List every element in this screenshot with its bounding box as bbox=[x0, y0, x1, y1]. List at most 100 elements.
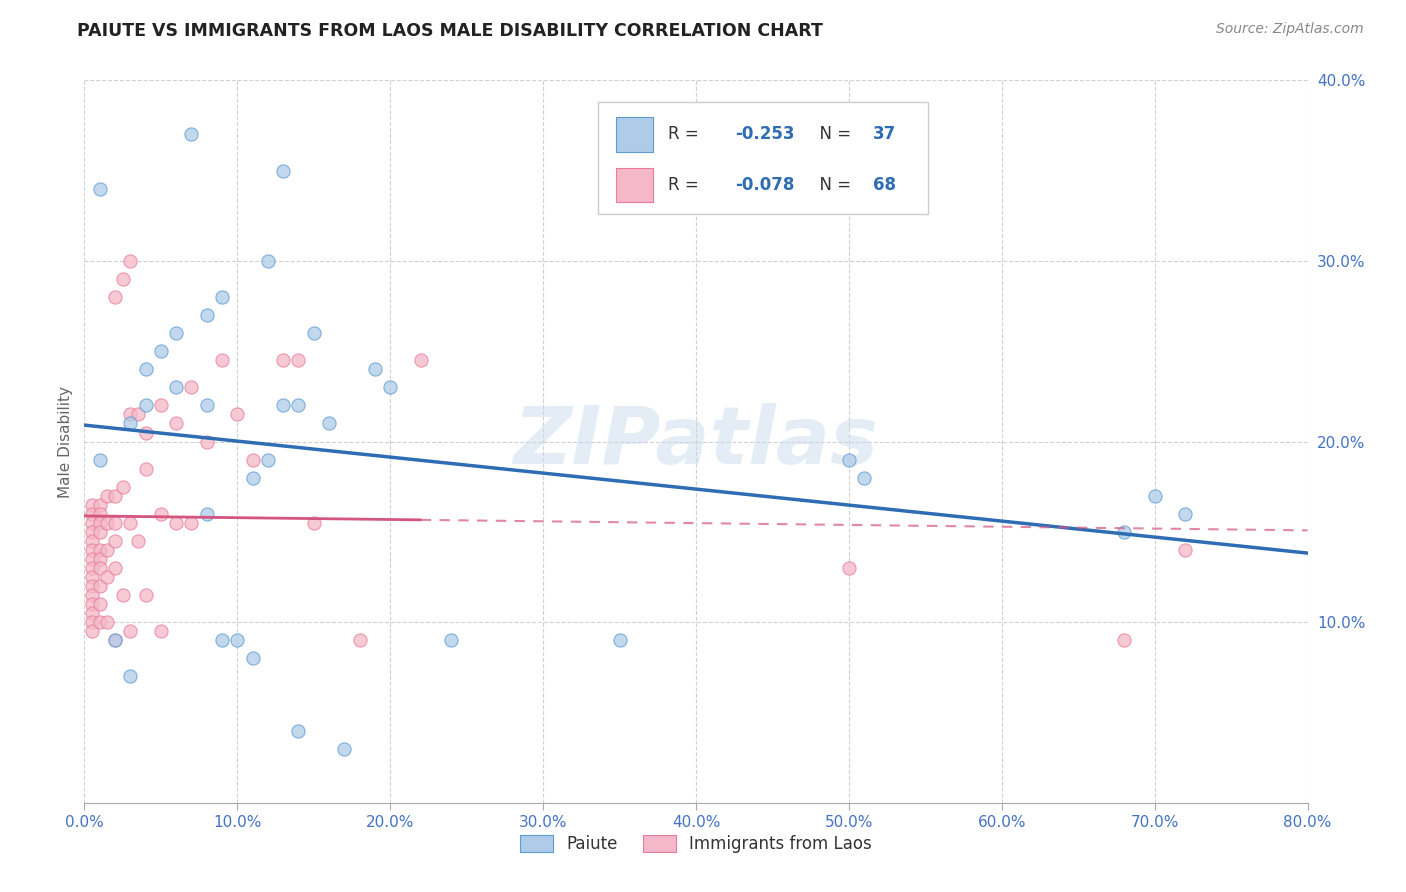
Point bbox=[287, 398, 309, 412]
Point bbox=[149, 344, 172, 359]
Point bbox=[211, 633, 233, 648]
Point bbox=[149, 507, 172, 521]
Point bbox=[853, 471, 876, 485]
Bar bbox=[598, 102, 928, 214]
Point bbox=[135, 398, 157, 412]
Point bbox=[135, 425, 157, 440]
Point bbox=[165, 417, 187, 431]
Point bbox=[271, 353, 294, 368]
Text: PAIUTE VS IMMIGRANTS FROM LAOS MALE DISABILITY CORRELATION CHART: PAIUTE VS IMMIGRANTS FROM LAOS MALE DISA… bbox=[77, 22, 823, 40]
Point bbox=[440, 633, 463, 648]
Legend: Paiute, Immigrants from Laos: Paiute, Immigrants from Laos bbox=[513, 828, 879, 860]
Point bbox=[120, 516, 142, 530]
Point bbox=[1174, 507, 1197, 521]
Point bbox=[96, 489, 118, 503]
Point bbox=[287, 723, 309, 738]
Text: 37: 37 bbox=[873, 126, 897, 144]
Point bbox=[180, 380, 202, 394]
Point bbox=[89, 552, 111, 566]
Point bbox=[1143, 489, 1166, 503]
Point bbox=[80, 542, 103, 557]
Point bbox=[180, 516, 202, 530]
Point bbox=[80, 570, 103, 584]
Point bbox=[89, 524, 111, 539]
Point bbox=[104, 290, 127, 304]
Point bbox=[120, 624, 142, 639]
Bar bbox=[616, 168, 654, 202]
Point bbox=[364, 362, 387, 376]
Text: 68: 68 bbox=[873, 176, 897, 194]
Point bbox=[96, 542, 118, 557]
Point bbox=[838, 561, 860, 575]
Point bbox=[80, 552, 103, 566]
Point bbox=[1114, 524, 1136, 539]
Point bbox=[89, 516, 111, 530]
Point bbox=[1114, 633, 1136, 648]
Bar bbox=[616, 117, 654, 152]
Point bbox=[104, 561, 127, 575]
Point bbox=[127, 533, 149, 548]
Point bbox=[149, 398, 172, 412]
Point bbox=[271, 398, 294, 412]
Text: R =: R = bbox=[668, 126, 704, 144]
Point bbox=[302, 516, 325, 530]
Point bbox=[80, 606, 103, 620]
Y-axis label: Male Disability: Male Disability bbox=[58, 385, 73, 498]
Point bbox=[165, 326, 187, 340]
Point bbox=[104, 633, 127, 648]
Point bbox=[195, 434, 218, 449]
Point bbox=[120, 417, 142, 431]
Point bbox=[96, 516, 118, 530]
Point bbox=[287, 353, 309, 368]
Point bbox=[89, 579, 111, 593]
Text: N =: N = bbox=[808, 126, 856, 144]
Point bbox=[609, 633, 631, 648]
Point bbox=[211, 353, 233, 368]
Point bbox=[120, 408, 142, 422]
Point bbox=[111, 272, 134, 286]
Point bbox=[318, 417, 340, 431]
Point bbox=[80, 561, 103, 575]
Point bbox=[135, 588, 157, 602]
Point bbox=[242, 651, 264, 665]
Point bbox=[80, 498, 103, 512]
Point bbox=[349, 633, 371, 648]
Point bbox=[80, 516, 103, 530]
Point bbox=[120, 254, 142, 268]
Point bbox=[1174, 542, 1197, 557]
Point bbox=[165, 380, 187, 394]
Point bbox=[89, 597, 111, 611]
Point bbox=[89, 182, 111, 196]
Point bbox=[302, 326, 325, 340]
Point bbox=[135, 461, 157, 475]
Text: -0.253: -0.253 bbox=[735, 126, 794, 144]
Text: Source: ZipAtlas.com: Source: ZipAtlas.com bbox=[1216, 22, 1364, 37]
Point bbox=[165, 516, 187, 530]
Point bbox=[80, 533, 103, 548]
Point bbox=[380, 380, 402, 394]
Point bbox=[89, 561, 111, 575]
Point bbox=[104, 489, 127, 503]
Point bbox=[80, 507, 103, 521]
Point bbox=[135, 362, 157, 376]
Text: N =: N = bbox=[808, 176, 856, 194]
Text: -0.078: -0.078 bbox=[735, 176, 794, 194]
Point bbox=[838, 452, 860, 467]
Text: ZIPatlas: ZIPatlas bbox=[513, 402, 879, 481]
Point bbox=[195, 308, 218, 322]
Point bbox=[80, 624, 103, 639]
Point bbox=[149, 624, 172, 639]
Point bbox=[104, 533, 127, 548]
Point bbox=[80, 524, 103, 539]
Point bbox=[195, 507, 218, 521]
Point bbox=[89, 452, 111, 467]
Point bbox=[111, 480, 134, 494]
Point bbox=[120, 669, 142, 683]
Point bbox=[242, 471, 264, 485]
Point bbox=[80, 579, 103, 593]
Point bbox=[104, 516, 127, 530]
Point bbox=[80, 588, 103, 602]
Point bbox=[333, 741, 356, 756]
Point bbox=[96, 615, 118, 630]
Point bbox=[180, 128, 202, 142]
